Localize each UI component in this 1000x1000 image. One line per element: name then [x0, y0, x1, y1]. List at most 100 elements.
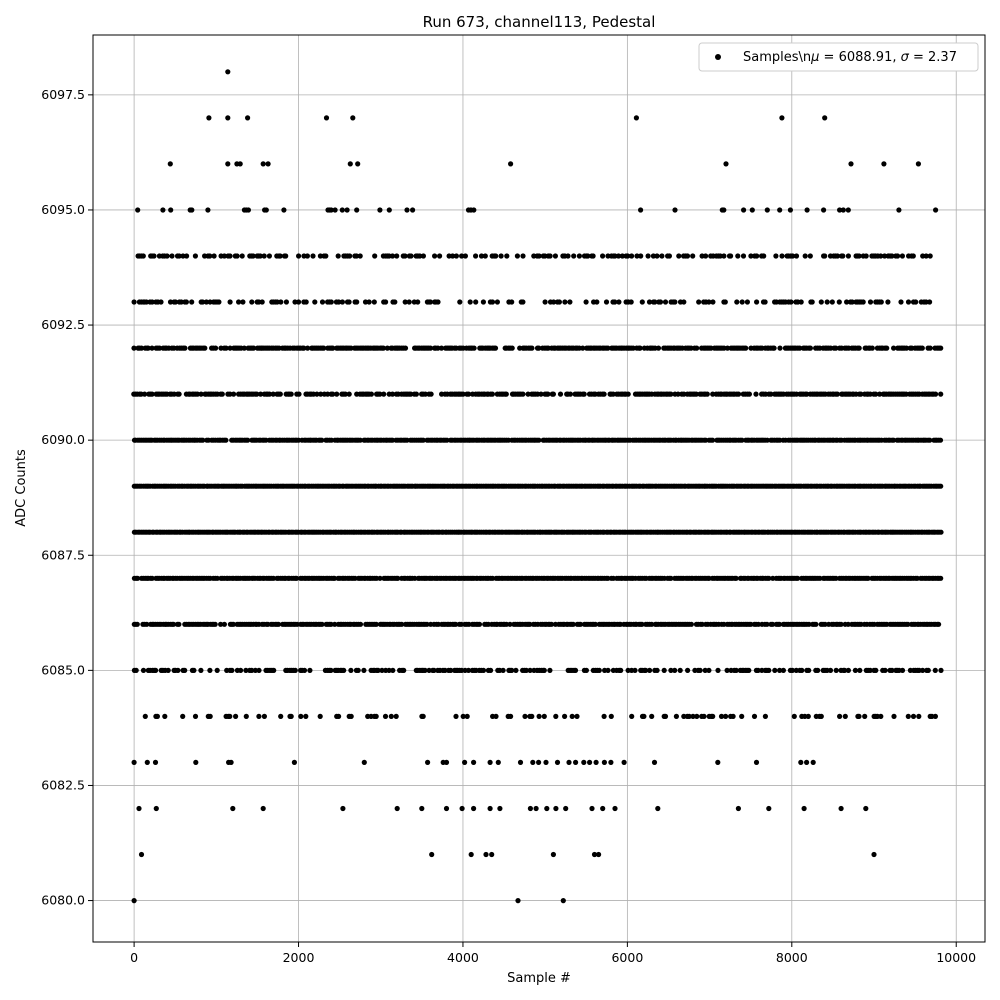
data-point [408, 253, 414, 259]
data-point [219, 391, 225, 397]
data-point [507, 621, 513, 627]
data-point [605, 667, 611, 674]
data-point [776, 621, 783, 627]
data-point [138, 345, 145, 351]
data-point [791, 713, 797, 720]
data-point [619, 253, 626, 259]
legend-label: Samples\nμ = 6088.91, σ = 2.37 [743, 50, 957, 65]
data-point [136, 805, 142, 812]
data-point [938, 345, 944, 351]
data-point [523, 667, 529, 674]
data-point [553, 805, 559, 812]
data-point [652, 299, 658, 305]
data-point [899, 253, 906, 259]
data-point [214, 667, 220, 674]
data-point [858, 391, 864, 397]
data-point [884, 345, 890, 351]
data-point [813, 621, 819, 627]
data-point [702, 667, 708, 674]
data-point [675, 391, 681, 397]
data-point [153, 667, 159, 674]
data-point [840, 207, 846, 213]
data-point [933, 391, 939, 397]
data-point [328, 299, 334, 305]
data-point [158, 299, 164, 305]
data-point [429, 851, 435, 858]
data-point [739, 437, 745, 443]
data-point [317, 253, 323, 259]
data-point [551, 299, 557, 305]
data-point [882, 253, 888, 259]
data-point [773, 253, 779, 259]
data-point [334, 391, 340, 397]
data-point [260, 805, 266, 812]
data-point [701, 713, 707, 720]
data-point [915, 161, 922, 167]
data-point [260, 161, 266, 167]
data-point [857, 667, 863, 674]
data-point [856, 253, 862, 259]
data-point [245, 207, 251, 213]
data-point [214, 575, 220, 581]
data-point [328, 667, 334, 674]
data-point [292, 299, 298, 305]
data-point [402, 345, 409, 351]
data-point [563, 805, 569, 812]
legend-mu-symbol: μ [810, 50, 819, 65]
data-point [303, 299, 309, 305]
data-point [810, 759, 816, 766]
data-point [339, 299, 345, 305]
data-point [646, 299, 653, 305]
data-point [227, 345, 233, 351]
data-point [408, 391, 414, 397]
data-point [330, 391, 336, 397]
data-point [649, 621, 655, 627]
data-point [346, 299, 352, 305]
data-point [448, 667, 454, 674]
data-point [724, 667, 730, 674]
data-point [200, 299, 206, 305]
data-point [189, 299, 195, 305]
data-point [515, 898, 521, 904]
data-point [443, 759, 450, 766]
data-point [476, 621, 483, 627]
data-point [169, 253, 175, 259]
data-point [654, 253, 660, 259]
data-point [706, 299, 712, 305]
data-point [802, 253, 808, 259]
data-point [754, 299, 760, 305]
data-point [919, 345, 925, 351]
data-point [283, 299, 289, 305]
data-point [818, 299, 824, 305]
data-point [743, 345, 749, 351]
data-point [426, 667, 432, 674]
data-point [140, 253, 146, 259]
data-point [833, 575, 839, 581]
data-point [420, 253, 426, 259]
data-point [543, 759, 549, 766]
data-point [913, 299, 919, 305]
data-point [301, 345, 307, 351]
data-point [754, 253, 760, 259]
data-point [721, 253, 727, 259]
data-point [936, 621, 942, 627]
data-point [542, 299, 548, 305]
data-point [336, 299, 342, 305]
data-point [175, 667, 181, 674]
data-point [771, 345, 777, 351]
data-point [822, 621, 828, 627]
data-point [849, 299, 855, 305]
data-point [650, 253, 657, 259]
data-point [144, 759, 150, 766]
data-point [837, 713, 843, 720]
data-point [180, 713, 186, 720]
data-point [413, 391, 419, 397]
data-point [223, 345, 229, 351]
data-point [903, 345, 910, 351]
data-point [417, 253, 423, 259]
data-point [303, 713, 309, 720]
data-point [863, 253, 869, 259]
data-point [489, 391, 495, 397]
data-point [390, 667, 396, 674]
data-point [277, 253, 283, 259]
